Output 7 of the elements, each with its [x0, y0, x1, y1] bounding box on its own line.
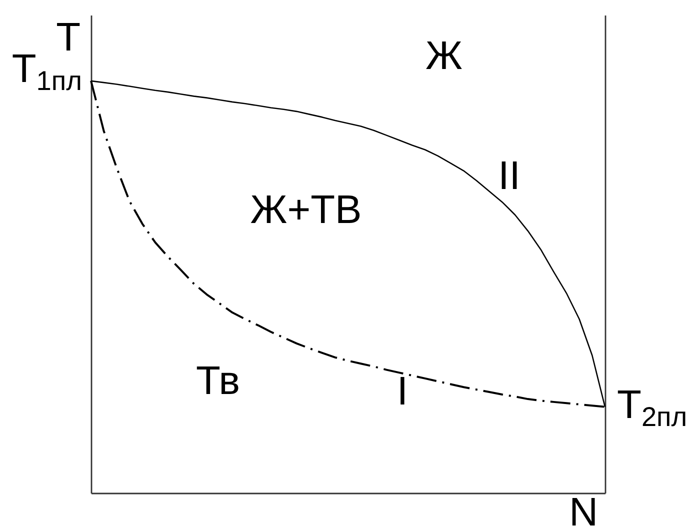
text: T$_{2пл}$	[617, 383, 688, 432]
text: Ж	[426, 34, 463, 78]
x-axis-title: N	[569, 490, 598, 527]
annotation: Тв	[196, 359, 240, 403]
annotation: Ж+ТВ	[250, 188, 362, 232]
series-label: II	[498, 154, 520, 198]
series-label: I	[396, 370, 408, 414]
